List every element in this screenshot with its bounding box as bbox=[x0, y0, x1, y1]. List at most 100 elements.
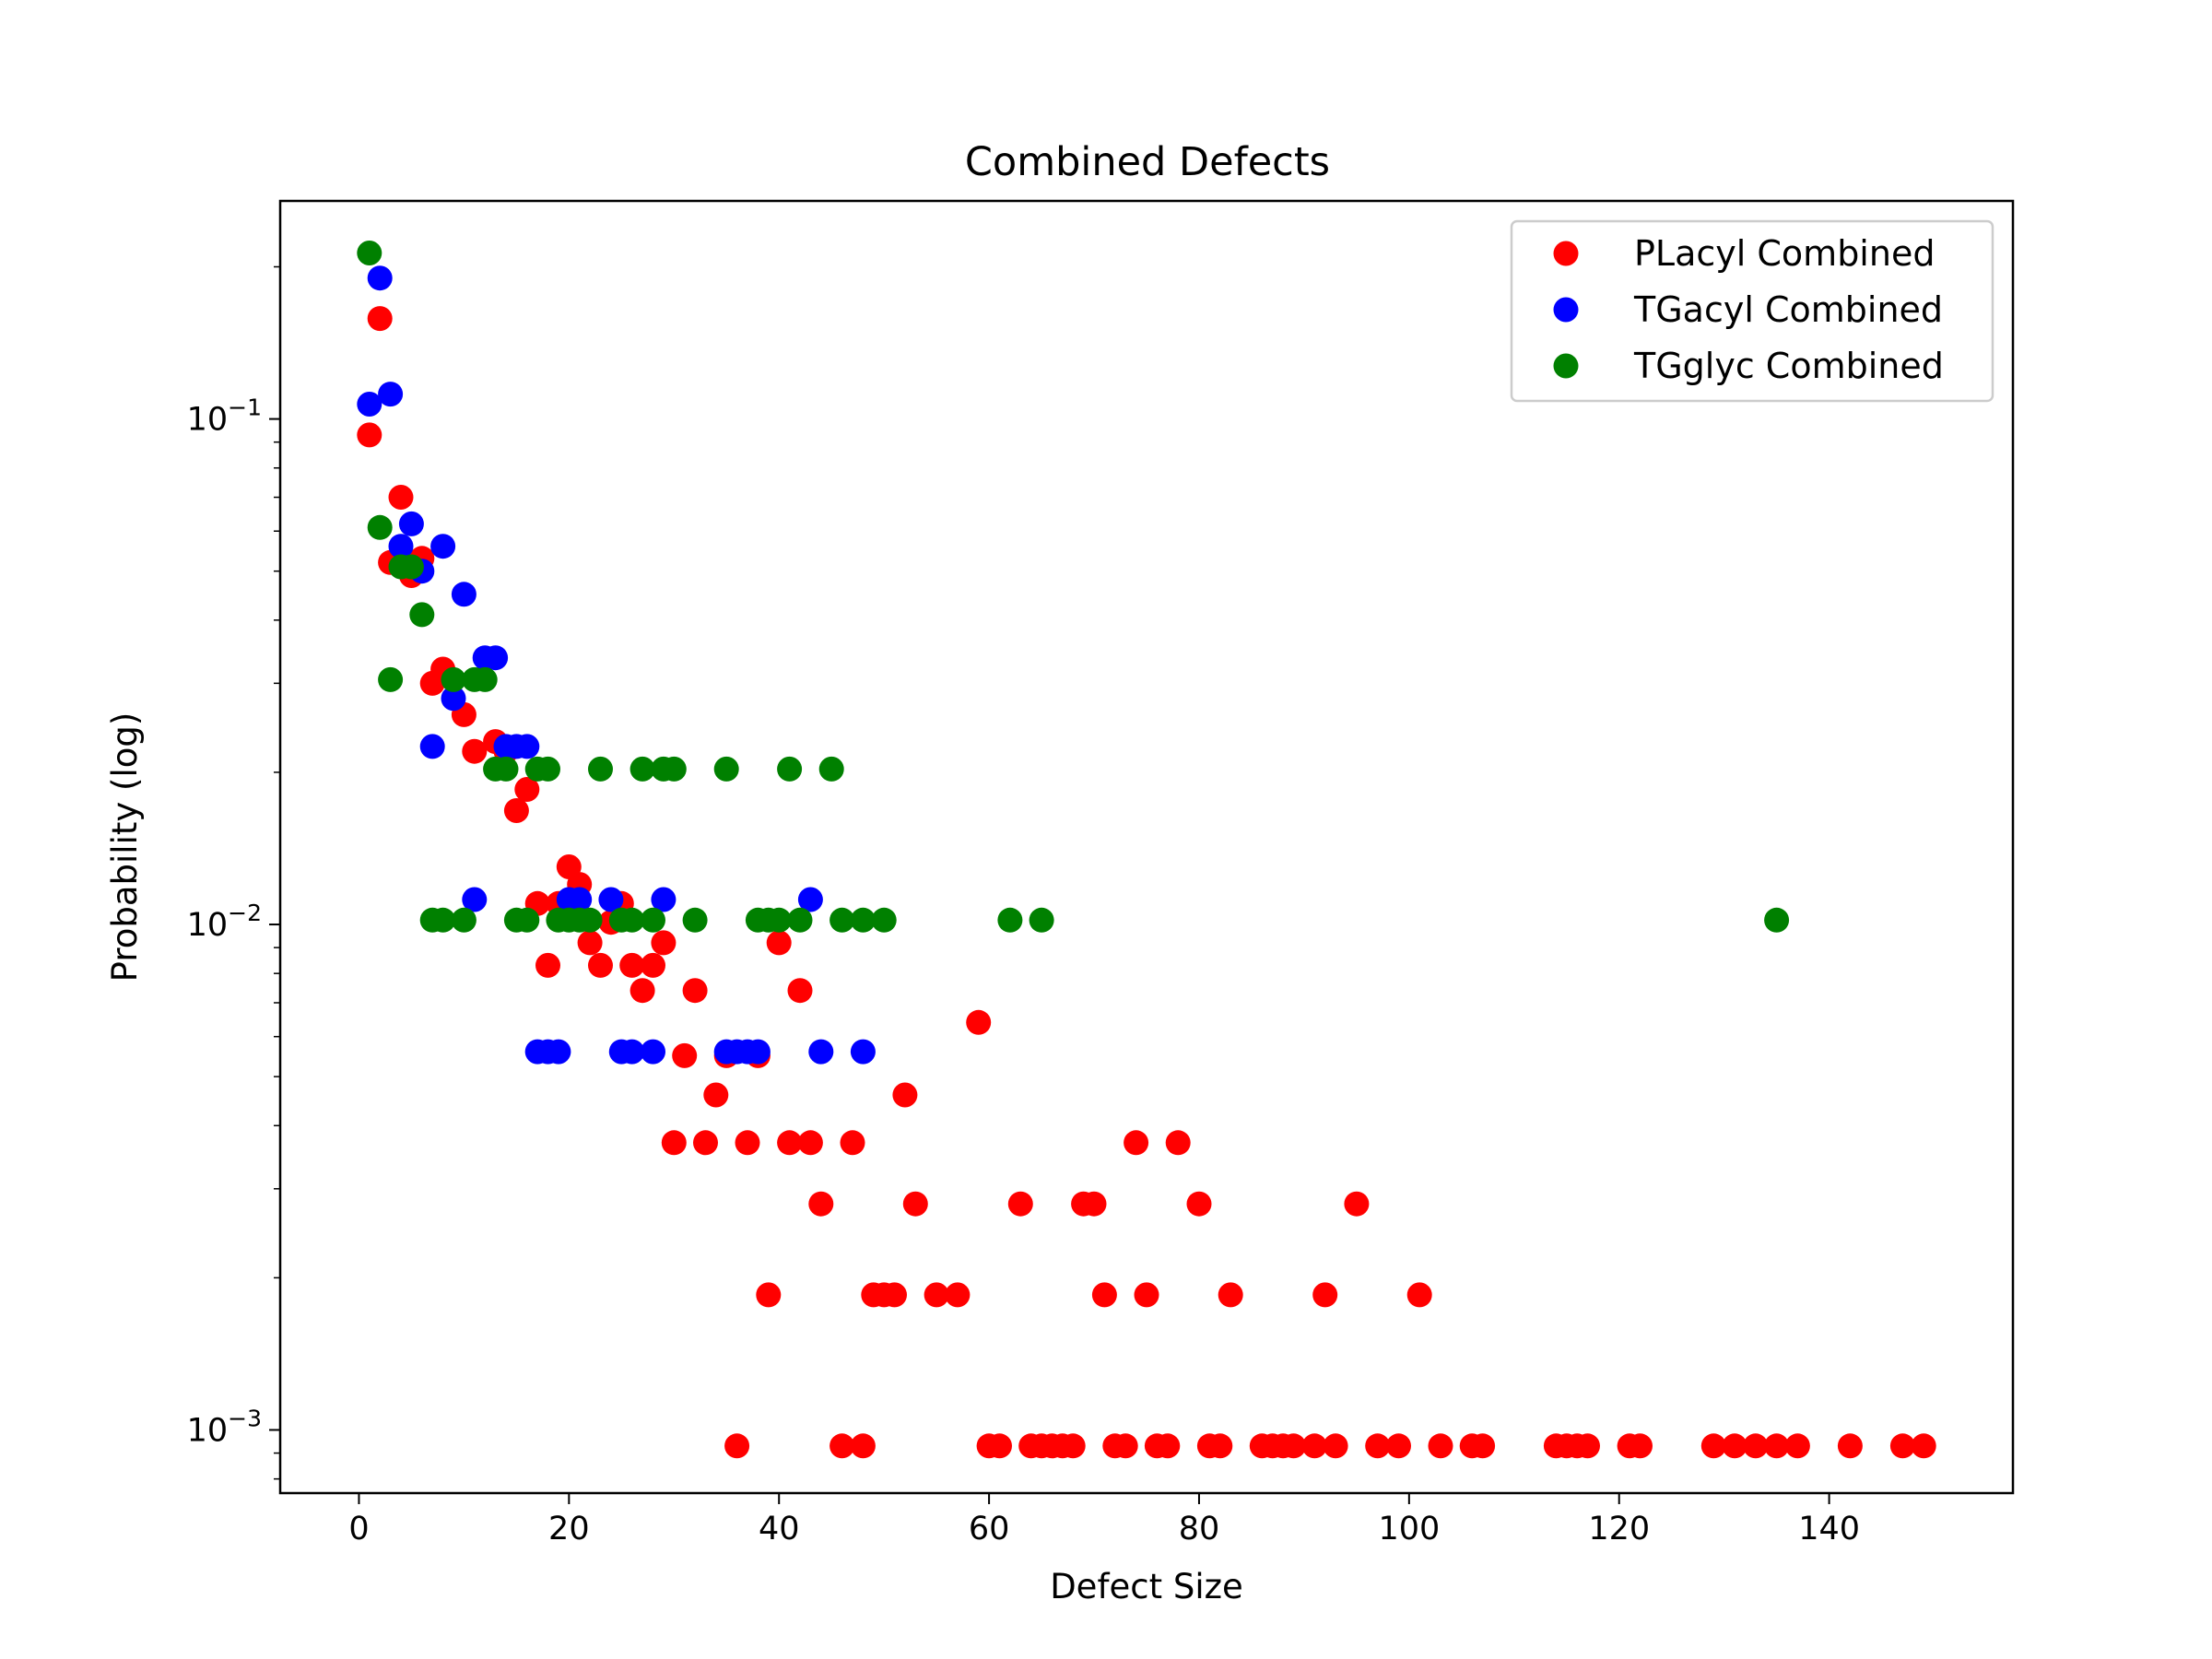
y-tick-label-1: 10−2 bbox=[187, 900, 262, 944]
point-2-30 bbox=[713, 756, 739, 782]
point-0-3 bbox=[388, 485, 414, 510]
y-tick-label-0: 10−3 bbox=[187, 1405, 262, 1449]
point-1-12 bbox=[483, 645, 509, 671]
point-0-66 bbox=[1124, 1130, 1149, 1156]
point-1-29 bbox=[745, 1039, 771, 1065]
point-1-31 bbox=[808, 1039, 834, 1065]
point-0-23 bbox=[619, 952, 645, 978]
plot-area bbox=[280, 201, 2013, 1493]
plot-frame bbox=[278, 199, 2015, 1495]
y-axis: 10−3 10−2 10−1 bbox=[187, 265, 280, 1480]
point-0-49 bbox=[902, 1191, 928, 1217]
point-1-20 bbox=[567, 887, 593, 912]
point-1-8 bbox=[441, 686, 466, 712]
point-2-5 bbox=[409, 602, 435, 628]
point-0-42 bbox=[830, 1433, 855, 1459]
point-0-71 bbox=[1186, 1191, 1212, 1217]
point-2-22 bbox=[588, 756, 613, 782]
point-0-1 bbox=[367, 306, 393, 332]
point-2-13 bbox=[493, 756, 519, 782]
point-2-33 bbox=[766, 907, 792, 933]
point-1-25 bbox=[651, 887, 677, 912]
point-0-33 bbox=[724, 1433, 750, 1459]
point-0-62 bbox=[1081, 1191, 1107, 1217]
point-1-7 bbox=[430, 534, 456, 559]
point-0-9 bbox=[462, 738, 488, 764]
point-0-82 bbox=[1344, 1191, 1370, 1217]
point-0-95 bbox=[1700, 1433, 1726, 1459]
point-1-9 bbox=[451, 582, 477, 607]
point-2-0 bbox=[357, 241, 382, 265]
point-0-19 bbox=[577, 930, 603, 956]
point-0-26 bbox=[651, 930, 677, 956]
point-1-4 bbox=[398, 511, 424, 536]
point-1-15 bbox=[514, 734, 540, 759]
point-2-35 bbox=[787, 907, 813, 933]
x-tick-label-4: 80 bbox=[1179, 1511, 1220, 1547]
point-1-1 bbox=[367, 265, 393, 291]
point-0-40 bbox=[797, 1130, 823, 1156]
point-0-13 bbox=[514, 777, 540, 802]
point-0-54 bbox=[987, 1433, 1012, 1459]
point-0-25 bbox=[641, 952, 665, 978]
point-0-60 bbox=[1060, 1433, 1086, 1459]
point-0-15 bbox=[535, 952, 560, 978]
point-0-50 bbox=[924, 1282, 949, 1308]
legend-label-0: PLacyl Combined bbox=[1634, 233, 1935, 274]
point-0-27 bbox=[661, 1130, 687, 1156]
point-0-84 bbox=[1386, 1433, 1411, 1459]
point-0-29 bbox=[682, 978, 708, 1004]
point-0-86 bbox=[1428, 1433, 1453, 1459]
point-2-28 bbox=[661, 756, 687, 782]
point-0-63 bbox=[1091, 1282, 1117, 1308]
point-0-74 bbox=[1218, 1282, 1243, 1308]
x-axis: 0 20 40 60 80 100 120 140 bbox=[348, 1493, 1860, 1547]
point-0-65 bbox=[1112, 1433, 1138, 1459]
point-1-2 bbox=[378, 382, 404, 407]
x-tick-label-1: 20 bbox=[548, 1511, 590, 1547]
point-2-9 bbox=[451, 907, 477, 933]
legend-box bbox=[1510, 219, 1994, 403]
point-2-38 bbox=[850, 907, 876, 933]
point-1-6 bbox=[419, 734, 445, 759]
point-0-30 bbox=[693, 1130, 718, 1156]
point-0-88 bbox=[1470, 1433, 1496, 1459]
point-1-18 bbox=[546, 1039, 571, 1065]
x-tick-label-3: 60 bbox=[969, 1511, 1010, 1547]
point-0-43 bbox=[840, 1130, 865, 1156]
legend-marker-2 bbox=[1553, 353, 1579, 379]
point-0-36 bbox=[756, 1282, 782, 1308]
point-2-7 bbox=[430, 907, 456, 933]
point-0-47 bbox=[882, 1282, 907, 1308]
series-1 bbox=[357, 265, 876, 1065]
point-0-31 bbox=[703, 1082, 729, 1108]
legend-label-1: TGacyl Combined bbox=[1633, 289, 1943, 330]
point-0-94 bbox=[1628, 1433, 1653, 1459]
point-0-24 bbox=[629, 978, 655, 1004]
point-2-4 bbox=[398, 554, 424, 580]
point-2-36 bbox=[818, 756, 844, 782]
points-layer bbox=[357, 241, 1936, 1459]
x-tick-label-2: 40 bbox=[759, 1511, 800, 1547]
point-0-44 bbox=[850, 1433, 876, 1459]
point-2-39 bbox=[871, 907, 897, 933]
point-0-73 bbox=[1207, 1433, 1233, 1459]
legend-label-2: TGglyc Combined bbox=[1633, 346, 1944, 386]
legend: PLacyl Combined TGacyl Combined TGglyc Com… bbox=[1510, 219, 1994, 403]
point-0-100 bbox=[1837, 1433, 1863, 1459]
point-0-81 bbox=[1323, 1433, 1348, 1459]
point-0-34 bbox=[735, 1130, 760, 1156]
point-0-85 bbox=[1406, 1282, 1432, 1308]
x-axis-label: Defect Size bbox=[1050, 1567, 1243, 1606]
point-0-98 bbox=[1764, 1433, 1790, 1459]
point-0-92 bbox=[1575, 1433, 1600, 1459]
point-0-83 bbox=[1365, 1433, 1391, 1459]
point-2-24 bbox=[619, 907, 645, 933]
point-0-20 bbox=[588, 952, 613, 978]
point-0-78 bbox=[1281, 1433, 1306, 1459]
point-0-0 bbox=[357, 422, 382, 448]
point-2-34 bbox=[777, 756, 803, 782]
point-2-25 bbox=[629, 756, 655, 782]
point-2-41 bbox=[1029, 907, 1054, 933]
x-tick-label-7: 140 bbox=[1798, 1511, 1860, 1547]
